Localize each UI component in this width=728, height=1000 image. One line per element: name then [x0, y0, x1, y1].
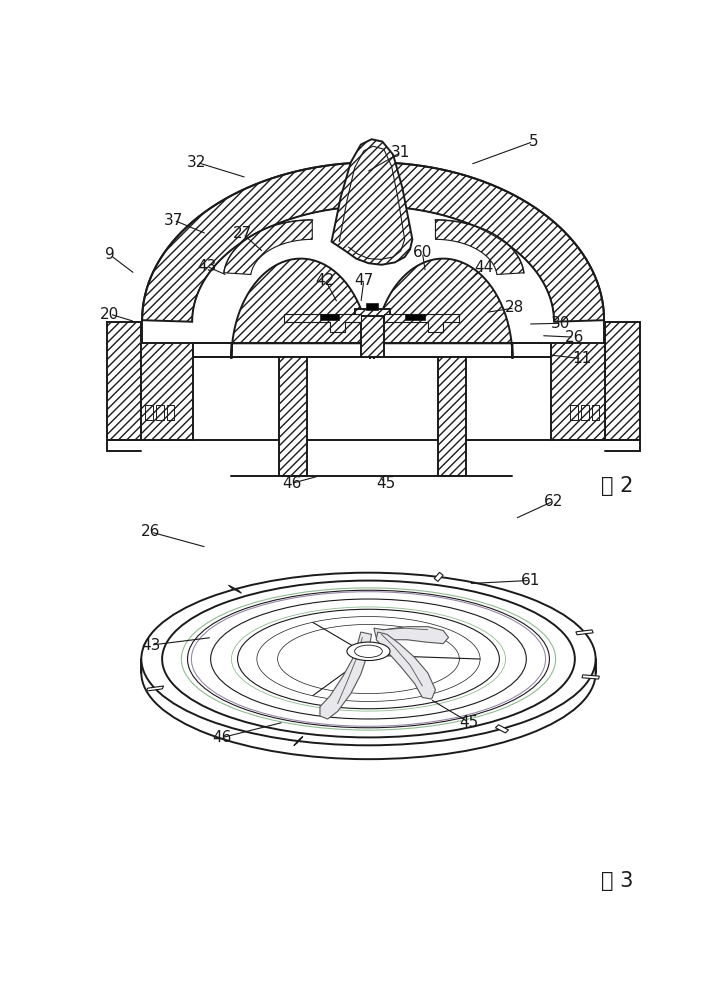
Polygon shape	[355, 309, 390, 316]
Polygon shape	[294, 737, 303, 746]
Polygon shape	[224, 220, 312, 274]
Polygon shape	[438, 357, 466, 476]
Text: 图 2: 图 2	[601, 476, 633, 496]
Polygon shape	[581, 405, 589, 420]
Ellipse shape	[355, 645, 382, 657]
Text: 27: 27	[234, 226, 253, 241]
Polygon shape	[582, 675, 599, 679]
Polygon shape	[605, 322, 639, 440]
Polygon shape	[374, 627, 448, 644]
Text: 28: 28	[505, 300, 524, 315]
Text: 47: 47	[355, 273, 373, 288]
Text: 32: 32	[187, 155, 207, 170]
Text: 46: 46	[282, 476, 301, 491]
Polygon shape	[361, 314, 384, 357]
Polygon shape	[146, 686, 164, 691]
Ellipse shape	[162, 581, 575, 737]
Text: 26: 26	[141, 524, 160, 539]
Polygon shape	[279, 357, 307, 476]
Text: 37: 37	[164, 213, 183, 228]
Polygon shape	[320, 632, 371, 719]
Text: 61: 61	[521, 573, 540, 588]
Text: 44: 44	[475, 260, 494, 275]
Text: 43: 43	[141, 638, 160, 653]
Polygon shape	[141, 343, 193, 440]
Polygon shape	[366, 303, 379, 310]
Ellipse shape	[210, 599, 526, 719]
Polygon shape	[384, 314, 459, 332]
Polygon shape	[435, 220, 523, 274]
Polygon shape	[167, 405, 175, 420]
Polygon shape	[551, 343, 605, 440]
Ellipse shape	[141, 587, 596, 759]
Ellipse shape	[347, 642, 390, 661]
Text: 11: 11	[572, 351, 591, 366]
Text: 45: 45	[459, 715, 478, 730]
Text: 9: 9	[105, 247, 114, 262]
Text: 45: 45	[376, 476, 395, 491]
Text: 20: 20	[100, 307, 119, 322]
Polygon shape	[376, 632, 435, 699]
Polygon shape	[142, 162, 604, 322]
Text: 46: 46	[213, 730, 232, 745]
Text: 30: 30	[551, 316, 571, 331]
Polygon shape	[496, 725, 509, 733]
Text: 图 3: 图 3	[601, 871, 633, 891]
Polygon shape	[374, 259, 513, 359]
Ellipse shape	[188, 590, 550, 728]
Text: 42: 42	[316, 273, 335, 288]
Text: 60: 60	[413, 245, 432, 260]
Text: 26: 26	[564, 330, 584, 345]
Polygon shape	[229, 585, 242, 593]
Polygon shape	[284, 314, 361, 332]
Polygon shape	[156, 405, 164, 420]
Polygon shape	[320, 314, 339, 320]
Polygon shape	[107, 322, 141, 440]
Polygon shape	[592, 405, 599, 420]
Polygon shape	[405, 314, 425, 320]
Text: 31: 31	[391, 145, 411, 160]
Polygon shape	[145, 405, 153, 420]
Polygon shape	[576, 630, 593, 635]
Polygon shape	[331, 139, 412, 265]
Polygon shape	[434, 572, 443, 581]
Polygon shape	[193, 343, 551, 357]
Text: 62: 62	[544, 494, 563, 509]
Polygon shape	[232, 259, 370, 359]
Text: 43: 43	[197, 259, 216, 274]
Ellipse shape	[141, 573, 596, 745]
Ellipse shape	[237, 609, 499, 709]
Text: 5: 5	[529, 134, 538, 149]
Polygon shape	[570, 405, 578, 420]
